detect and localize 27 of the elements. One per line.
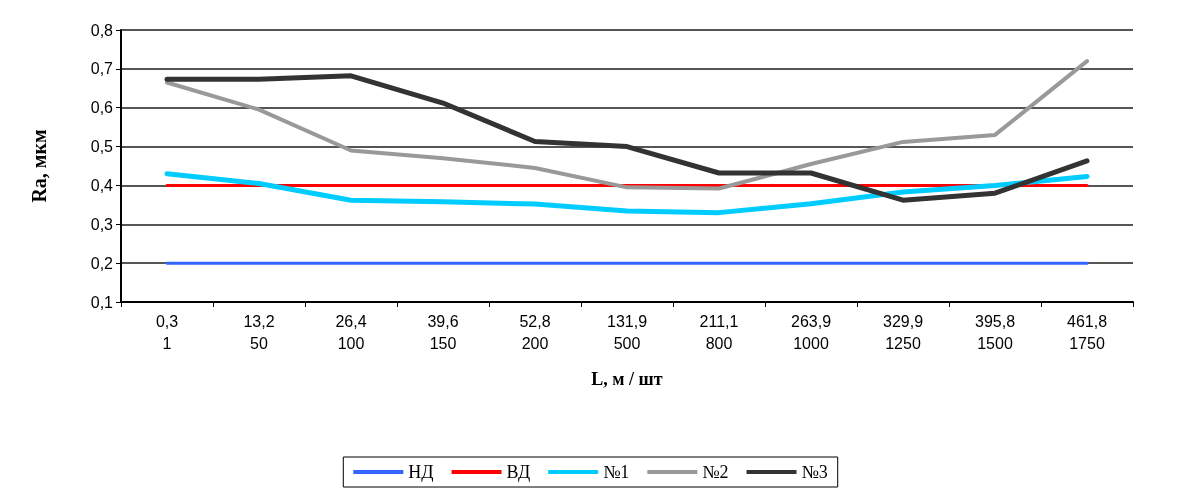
y-tick-label: 0,3 <box>90 215 114 233</box>
y-tick-label: 0,8 <box>90 21 114 39</box>
x-tick-label: 461,8 1750 <box>1066 312 1108 352</box>
x-tick-label: 329,9 1250 <box>882 312 924 352</box>
x-tick-label: 0,3 1 <box>155 312 179 352</box>
x-tick-label: 395,8 1500 <box>974 312 1016 352</box>
y-tick-label: 0,4 <box>90 176 114 194</box>
legend-label: НД <box>408 462 434 482</box>
y-tick-label: 0,7 <box>90 60 114 78</box>
y-tick-label: 0,2 <box>90 254 114 272</box>
x-tick-label: 131,9 500 <box>606 312 648 352</box>
y-tick-label: 0,1 <box>90 293 114 311</box>
y-axis-title: Ra, мкм <box>28 129 50 203</box>
x-tick-label: 13,2 50 <box>243 312 275 352</box>
legend-label: №1 <box>603 462 630 482</box>
y-tick-label: 0,6 <box>90 99 114 117</box>
x-tick-label: 52,8 200 <box>519 312 551 352</box>
x-tick-label: 39,6 150 <box>427 312 459 352</box>
legend-label: ВД <box>506 462 531 482</box>
y-tick-label: 0,5 <box>90 138 114 156</box>
legend-label: №2 <box>702 462 729 482</box>
line-series <box>165 59 1089 191</box>
x-tick-label: 263,9 1000 <box>790 312 832 352</box>
x-tick-label: 26,4 100 <box>335 312 367 352</box>
x-axis-title: L, м / шт <box>591 369 663 389</box>
legend-label: №3 <box>801 462 828 482</box>
x-tick-label: 211,1 800 <box>699 312 739 352</box>
